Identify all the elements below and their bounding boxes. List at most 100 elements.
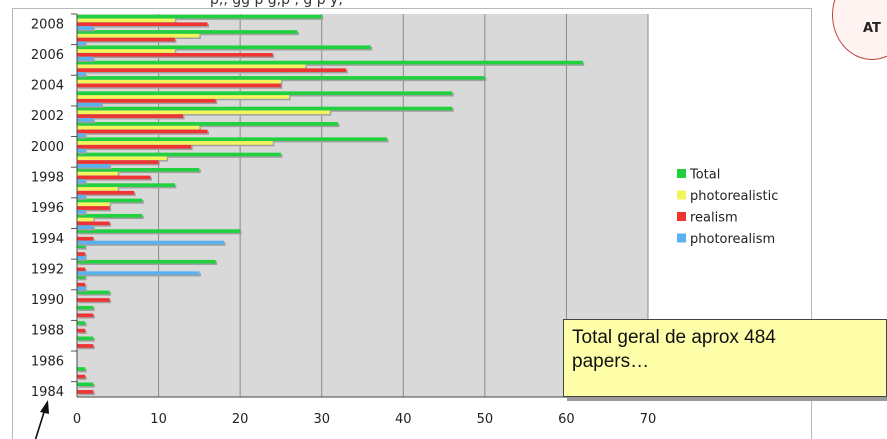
legend-swatch-photorealism [677,233,686,243]
bar-photorealistic-2007 [77,33,200,38]
bar-photorealistic-2005 [77,64,306,69]
bar-photorealism-1992 [77,271,200,275]
y-tick-label: 1992 [31,262,64,277]
bar-photorealism-2005 [77,72,86,76]
bar-total-2008 [77,14,322,19]
bar-total-2000 [77,137,387,141]
bar-photorealistic-2002 [77,110,330,115]
bar-photorealistic-1995 [77,217,94,222]
axes: 0 10 20 30 40 50 60 70 1984 1986 1988 1990 1992 1994 1… [31,13,657,427]
x-tick-label: 60 [558,412,575,427]
bar-realism-1993 [77,252,86,256]
bar-photorealistic-1999 [77,156,167,161]
bar-realism-1988 [77,328,86,333]
bar-realism-1984 [77,390,94,394]
bar-total-1995 [77,213,143,218]
bar-photorealistic-2004 [77,79,281,84]
bar-realism-1991 [77,282,86,287]
legend-label-realism: realism [690,211,738,226]
bar-realism-1998 [77,175,151,180]
note-line-2: papers… [572,351,650,372]
chart-container: 0 10 20 30 40 50 60 70 1984 1986 1988 1990 1992 1994 1… [12,8,812,439]
bar-photorealism-2001 [77,133,86,138]
bar-total-2007 [77,30,298,34]
y-tick-label: 1984 [31,385,64,400]
y-tick-label: 1998 [31,171,64,186]
bar-total-2002 [77,106,453,111]
x-tick-label: 50 [477,412,494,427]
bar-photorealism-2002 [77,118,94,122]
bar-total-1999 [77,152,281,157]
bar-realism-2008 [77,22,208,26]
bar-total-1994 [77,229,241,233]
bar-photorealistic-1998 [77,171,118,176]
bar-total-1993 [77,244,86,249]
bar-total-2006 [77,45,371,50]
y-tick-label: 1990 [31,293,64,308]
x-tick-label: 30 [313,412,330,427]
y-tick-label: 1986 [31,354,64,369]
bar-realism-1996 [77,206,110,210]
bar-photorealism-1997 [77,194,86,199]
bar-total-1988 [77,321,86,325]
bar-realism-1997 [77,190,135,195]
bar-total-2003 [77,91,453,95]
bar-realism-1995 [77,221,110,226]
y-tick-label: 1994 [31,232,64,247]
bar-realism-1990 [77,298,110,302]
bar-photorealistic-2008 [77,18,175,23]
author-badge: AT [832,0,887,60]
bar-realism-2001 [77,129,208,134]
x-tick-label: 70 [640,412,657,427]
bar-total-1997 [77,183,175,187]
bar-realism-1992 [77,267,86,272]
legend-label-total: Total [689,168,720,183]
bar-total-1984 [77,382,94,387]
legend-label-photorealistic: photorealistic [690,189,778,204]
x-tick-label: 40 [395,412,412,427]
pointer-arrow-icon [34,400,49,439]
bar-realism-2006 [77,53,273,57]
y-tick-label: 2008 [31,17,64,32]
bar-total-1990 [77,290,110,295]
cut-off-header-text: p,, gg p g,p , g p y, [210,0,343,8]
bar-realism-1999 [77,160,159,164]
legend-swatch-photorealistic [677,190,686,200]
bar-total-1992 [77,259,216,264]
bars [77,14,585,396]
bar-photorealism-1999 [77,164,110,168]
bar-photorealistic-2001 [77,125,200,130]
bar-total-1996 [77,198,143,203]
y-tick-label: 1996 [31,201,64,216]
legend-swatch-realism [677,212,686,221]
bar-photorealism-2003 [77,102,102,107]
bar-total-2005 [77,60,583,65]
x-tick-label: 20 [232,412,249,427]
bar-realism-2007 [77,37,175,42]
bar-photorealism-2006 [77,56,94,61]
bar-photorealism-2000 [77,148,86,153]
annotation-note: Total geral de aprox 484 papers… [563,319,887,397]
badge-label: AT [863,21,881,36]
legend-swatch-total [677,169,686,178]
legend-label-photorealism: photorealism [690,232,775,247]
bar-photorealistic-2003 [77,95,290,99]
bar-total-2001 [77,122,339,126]
bar-photorealistic-2006 [77,49,175,53]
bar-realism-1985 [77,374,86,379]
y-tick-label: 2000 [31,140,64,155]
bar-total-1987 [77,336,94,341]
bar-photorealism-1991 [77,286,86,291]
bar-photorealism-2008 [77,26,94,30]
bar-realism-1987 [77,344,94,348]
bar-photorealistic-2000 [77,141,273,145]
bar-photorealism-1994 [77,240,224,245]
y-tick-label: 2006 [31,48,64,63]
bar-realism-2004 [77,83,281,88]
bar-total-2004 [77,76,485,80]
bar-total-1998 [77,168,200,172]
bar-realism-2002 [77,114,184,118]
bar-realism-2005 [77,68,347,72]
y-tick-label: 2002 [31,109,64,124]
y-tick-label: 1988 [31,324,64,339]
